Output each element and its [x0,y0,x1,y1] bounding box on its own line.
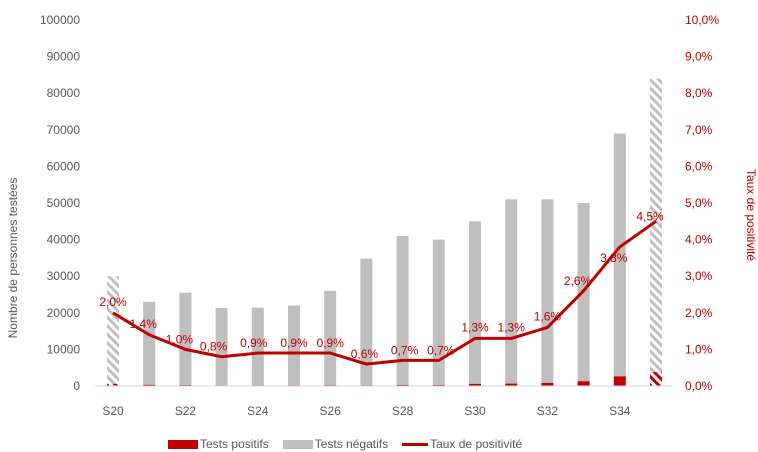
bar-negatifs-S31 [505,199,518,384]
bar-positifs-S34 [613,376,626,386]
data-label-taux: 1,3% [498,320,526,334]
x-tick-label: S28 [392,404,414,418]
y-axis-title-right: Taux de positivité [744,169,758,261]
y-tick-label: 50000 [47,196,81,210]
bar-negatifs-S30 [469,221,481,384]
y-tick-label: 90000 [47,50,81,64]
bar-negatifs-S29 [432,239,445,385]
data-label-taux: 1,3% [461,320,489,334]
legend-swatch-taux [402,442,429,446]
legend-label-positifs: Tests positifs [200,437,269,451]
bar-positifs-S29 [432,384,445,386]
y-tick-label: 30000 [47,269,81,283]
bar-negatifs-S35 [650,78,662,373]
bar-positifs-S32 [541,382,554,386]
x-tick-label: S24 [247,404,269,418]
series-line-taux-de-positivite [112,220,657,366]
bar-positifs-S33 [577,381,590,386]
y-tick-label-right: 0,0% [685,379,713,393]
data-label-taux: 2,0% [99,295,127,309]
y-axis-title: Nombre de personnes testées [6,178,20,339]
chart: 0 10000 20000 30000 40000 50000 60000 70000 8000… [6,13,758,418]
bar-negatifs-S20 [107,276,119,384]
bar-negatifs-S21 [143,301,156,385]
legend-item-taux: Taux de positivité [402,437,522,451]
data-label-taux: 0,7% [427,343,455,357]
bar-negatifs-S28 [396,235,409,385]
y-tick-label: 20000 [47,306,81,320]
y-tick-label-right: 1,0% [685,342,713,356]
x-tick-label: S26 [320,404,342,418]
bar-negatifs-S25 [288,305,300,386]
data-label-taux: 4,5% [636,209,664,223]
y-tick-label: 40000 [47,233,81,247]
y-tick-label: 60000 [47,159,81,173]
bar-negatifs-S34 [613,133,626,377]
data-label-taux: 1,0% [166,332,194,346]
legend-item-negatifs: Tests négatifs [282,437,389,451]
legend-label-taux: Taux de positivité [430,437,523,451]
right-y-ticks: 0,0% 1,0% 2,0% 3,0% 4,0% 5,0% 6,0% 7,0% 8,0% 9,0%… [685,13,719,393]
x-tick-label: S22 [175,404,197,418]
y-tick-label-right: 8,0% [685,86,713,100]
data-label-taux: 0,6% [351,347,379,361]
data-label-taux: 2,6% [564,274,592,288]
bar-negatifs-S32 [541,199,554,383]
bar-positifs-S35 [650,372,662,386]
x-tick-label: S34 [609,404,631,418]
bar-positifs-S31 [505,383,518,386]
bar-positifs-S20 [107,383,119,386]
data-label-taux: 0,9% [240,336,268,350]
y-tick-label: 70000 [47,123,81,137]
data-label-taux: 1,4% [130,317,158,331]
x-tick-label: S30 [464,404,486,418]
x-tick-label: S20 [102,404,124,418]
legend-swatch-positifs [168,439,198,449]
y-tick-label-right: 4,0% [685,233,713,247]
data-label-taux: 3,8% [600,251,628,265]
legend: Tests positifs Tests négatifs Taux de po… [168,436,536,452]
x-tick-label: S32 [537,404,559,418]
data-label-taux: 0,8% [200,340,228,354]
y-tick-label-right: 5,0% [685,196,713,210]
bar-negatifs-S23 [215,308,228,386]
data-label-taux: 0,7% [391,343,419,357]
data-label-taux: 0,9% [317,336,345,350]
bar-positifs-S30 [469,383,481,386]
bar-positifs-S28 [396,384,409,386]
data-label-taux: 1,6% [534,309,562,323]
y-tick-label: 10000 [47,342,81,356]
data-label-taux: 0,9% [280,336,308,350]
y-tick-label-right: 9,0% [685,50,713,64]
y-tick-label-right: 10,0% [685,13,719,27]
x-ticks: S20 S22 S24 S26 S28 S30 S32 S34 [102,404,630,418]
legend-item-positifs: Tests positifs [168,437,269,451]
y-tick-label-right: 2,0% [685,306,713,320]
y-tick-label: 0 [73,379,80,393]
legend-swatch-negatifs [282,439,313,449]
legend-label-negatifs: Tests négatifs [314,437,389,451]
bar-negatifs-S27 [360,258,373,386]
y-tick-label: 80000 [47,86,81,100]
data-labels: 2,0%1,4% 1,0% 0,8% 0,9% 0,9% 0,9% 0,6% 0,7% 0,7%… [99,209,664,361]
y-tick-label-right: 7,0% [685,123,713,137]
y-tick-label: 100000 [40,13,80,27]
bar-negatifs-S24 [251,307,264,386]
bar-negatifs-S26 [324,290,337,386]
bar-negatifs-S22 [179,292,192,386]
bar-positifs-S21 [143,384,156,386]
y-tick-label-right: 6,0% [685,159,713,173]
left-y-ticks: 0 10000 20000 30000 40000 50000 60000 70000 8000… [40,13,80,393]
y-tick-label-right: 3,0% [685,269,713,283]
